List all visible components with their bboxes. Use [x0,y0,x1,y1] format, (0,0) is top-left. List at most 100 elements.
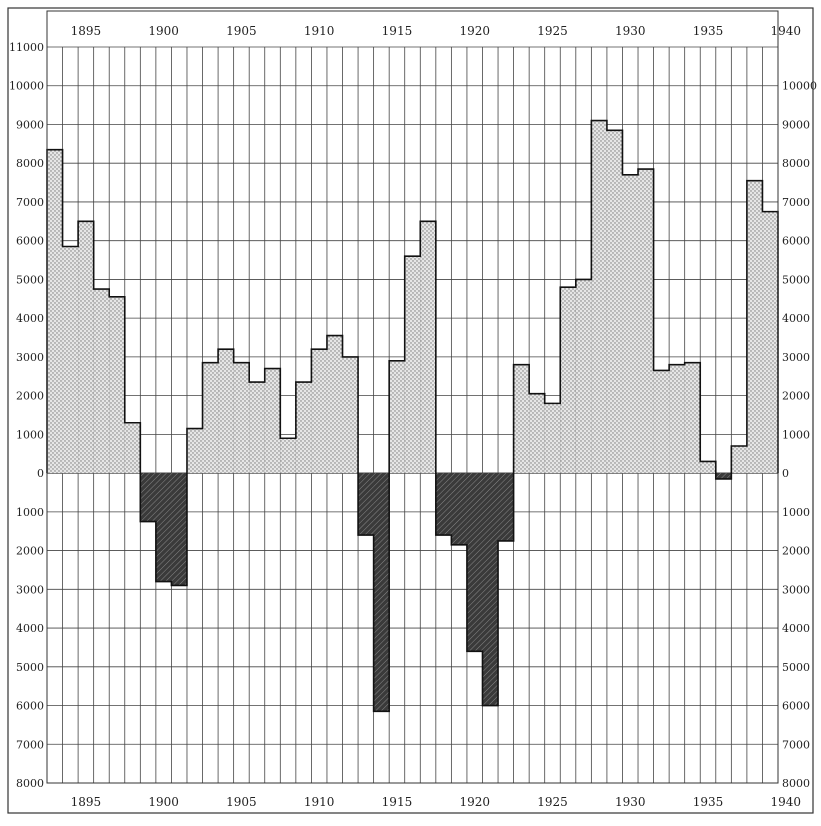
bar-1911 [326,335,343,474]
bar-1913 [358,473,374,536]
plot-border [46,10,779,784]
bar-1895 [78,221,94,474]
y-tick-label-left: 6000 [16,235,44,248]
x-tick-label-bottom: 1900 [148,795,179,809]
bar-1938 [746,180,763,474]
tick-labels: 1895 1895 1900 1900 1905 1905 1910 1910 1915 1915… [9,24,817,809]
bar-1896 [93,289,110,474]
y-tick-label-left: 2000 [16,390,44,403]
x-tick-label-bottom: 1920 [459,795,490,809]
bar-1930 [622,174,639,474]
x-tick-label-bottom: 1940 [771,795,802,809]
y-tick-label-right: 10000 [782,80,817,93]
bar-outline-path [46,119,779,713]
x-tick-label-top: 1935 [693,24,724,38]
y-tick-label-right: 2000 [782,390,810,403]
y-tick-label-right: 6000 [782,700,810,713]
y-tick-label-left: 7000 [16,196,44,209]
x-tick-label-bottom: 1935 [693,795,724,809]
bar-1927 [575,279,592,474]
y-tick-label-right: 0 [782,467,789,480]
y-tick-label-left: 10000 [9,80,44,93]
bar-1916 [404,256,421,474]
x-tick-label-top: 1910 [304,24,335,38]
x-tick-label-top: 1930 [615,24,646,38]
bar-1906 [249,382,265,474]
x-tick-label-bottom: 1910 [304,795,335,809]
y-tick-label-right: 8000 [782,157,810,170]
bar-1904 [218,349,234,474]
bar-1893 [47,149,63,474]
x-tick-label-top: 1925 [537,24,568,38]
bar-1894 [62,246,79,474]
y-tick-label-right: 3000 [782,351,810,364]
bar-1926 [560,287,576,474]
y-tick-label-left: 1000 [16,506,44,519]
bar-1899 [140,473,156,522]
y-tick-label-left: 8000 [16,157,44,170]
y-tick-label-left: 8000 [16,777,44,790]
bar-1932 [653,370,670,474]
x-tick-label-top: 1920 [459,24,490,38]
y-tick-label-left: 0 [37,467,44,480]
x-tick-label-bottom: 1915 [382,795,413,809]
bar-1915 [389,360,405,474]
bars [47,120,778,712]
bar-1897 [109,296,125,474]
x-tick-label-top: 1895 [71,24,102,38]
x-tick-label-bottom: 1930 [615,795,646,809]
bar-1903 [202,362,219,474]
bar-1937 [731,445,747,474]
x-tick-label-top: 1940 [771,24,802,38]
bar-1928 [591,120,607,474]
y-tick-label-left: 3000 [16,583,44,596]
y-tick-label-right: 4000 [782,312,810,325]
bar-1901 [171,473,187,586]
y-tick-label-right: 2000 [782,545,810,558]
y-tick-label-right: 5000 [782,273,810,286]
y-tick-label-right: 1000 [782,428,810,441]
y-tick-label-right: 4000 [782,622,810,635]
bar-1900 [155,473,172,582]
y-tick-label-left: 3000 [16,351,44,364]
y-tick-label-left: 5000 [16,273,44,286]
bar-1898 [124,422,141,474]
x-tick-label-top: 1900 [148,24,179,38]
y-tick-label-right: 7000 [782,196,810,209]
bar-1914 [373,473,390,712]
bar-1905 [233,362,250,474]
y-tick-label-right: 5000 [782,661,810,674]
y-tick-label-right: 8000 [782,777,810,790]
bar-1902 [186,428,203,474]
y-tick-label-left: 1000 [16,428,44,441]
bar-1919 [451,473,467,545]
bar-1931 [638,169,654,474]
y-tick-label-left: 2000 [16,545,44,558]
y-tick-label-right: 9000 [782,118,810,131]
y-tick-label-left: 4000 [16,312,44,325]
y-tick-label-left: 4000 [16,622,44,635]
x-tick-label-bottom: 1905 [226,795,257,809]
bar-1935 [700,461,716,474]
bar-1921 [482,473,499,706]
bar-1909 [295,382,312,474]
x-tick-label-top: 1915 [382,24,413,38]
bar-1912 [342,356,359,474]
y-tick-label-left: 5000 [16,661,44,674]
bar-1918 [435,473,452,536]
bar-1908 [280,438,296,474]
bar-1936 [715,473,732,479]
bar-1923 [513,364,530,474]
bar-1933 [669,364,685,474]
outer-frame [7,7,814,814]
y-tick-label-right: 1000 [782,506,810,519]
bar-1907 [264,368,281,474]
bar-1922 [498,473,514,541]
axes [7,7,814,814]
y-tick-label-left: 7000 [16,738,44,751]
bar-1934 [684,362,701,474]
bar-1917 [420,221,436,474]
x-tick-label-bottom: 1895 [71,795,102,809]
